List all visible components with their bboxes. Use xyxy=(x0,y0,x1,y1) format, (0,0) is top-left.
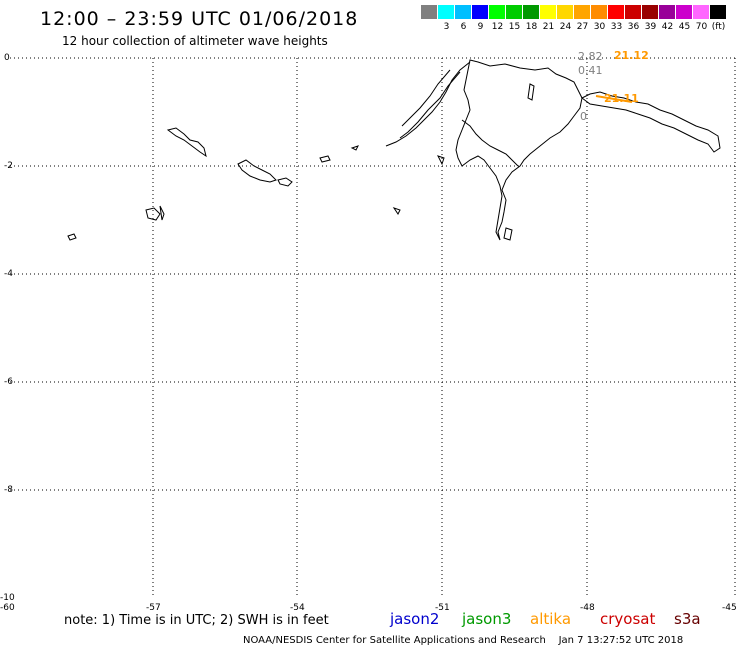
coastline-island-1 xyxy=(166,127,207,158)
y-axis-label-4: -8 xyxy=(4,485,13,495)
scale-label: 33 xyxy=(610,22,623,32)
color-swatch xyxy=(438,5,455,19)
color-scale-labels: 3 6 9 12 15 18 21 24 27 30 33 36 39 42 45 70 (ft) xyxy=(421,22,727,32)
coastline-west-rivers-2 xyxy=(399,71,461,139)
coastline-island-7 xyxy=(319,155,331,163)
scale-label: 12 xyxy=(491,22,504,32)
scale-label: 70 xyxy=(695,22,708,32)
scale-label: 24 xyxy=(559,22,572,32)
coastline-island-8 xyxy=(392,207,401,215)
scale-label: 36 xyxy=(627,22,640,32)
x-axis-label-2: -54 xyxy=(290,603,305,613)
coastline-island-5 xyxy=(159,205,165,221)
y-axis-label-1: -2 xyxy=(4,161,13,171)
legend-jason2: jason2 xyxy=(390,610,440,628)
legend-cryosat: cryosat xyxy=(600,610,656,628)
coastline-island-6 xyxy=(67,233,77,241)
reading-5: 0 xyxy=(580,110,587,123)
color-swatch xyxy=(489,5,506,19)
coastlines xyxy=(67,59,721,241)
footer-credit: NOAA/NESDIS Center for Satellite Applica… xyxy=(243,635,683,646)
coastline-west-rivers-3 xyxy=(401,69,451,127)
x-axis-label-5: -45 xyxy=(722,603,737,613)
x-axis-label-4: -48 xyxy=(580,603,595,613)
color-swatch xyxy=(676,5,693,19)
scale-label: 27 xyxy=(576,22,589,32)
legend-s3a: s3a xyxy=(674,610,701,628)
reading-4: 21.11 xyxy=(604,92,639,105)
altimeter-track xyxy=(595,95,633,103)
y-axis-label-2: -4 xyxy=(4,269,13,279)
reading-2: 21.12 xyxy=(614,49,649,62)
coastline-lake xyxy=(527,83,535,101)
reading-3: 0.41 xyxy=(578,64,603,77)
altika-track-segment xyxy=(595,95,633,103)
color-swatch xyxy=(506,5,523,19)
color-swatch xyxy=(591,5,608,19)
scale-label: 18 xyxy=(525,22,538,32)
scale-unit: (ft) xyxy=(711,22,726,32)
x-axis-label-0: -60 xyxy=(0,603,15,613)
color-swatch xyxy=(710,5,727,19)
coastline-delta xyxy=(461,119,519,167)
coastline-island-9 xyxy=(350,145,359,151)
coastline-island-4 xyxy=(145,207,161,221)
grid-lines xyxy=(10,57,736,598)
color-swatch xyxy=(642,5,659,19)
coastline-island-3 xyxy=(277,177,293,187)
y-axis-label-0: 0 xyxy=(4,53,10,63)
scale-label: 21 xyxy=(542,22,555,32)
coastline-island-2 xyxy=(237,159,277,183)
color-swatch xyxy=(557,5,574,19)
scale-label: 3 xyxy=(443,22,450,32)
coastline-island-11 xyxy=(437,155,445,166)
scale-label: 45 xyxy=(678,22,691,32)
coastline-east-arm xyxy=(581,91,721,153)
color-swatch xyxy=(574,5,591,19)
x-axis-label-1: -57 xyxy=(146,603,161,613)
reading-1: 2.82 xyxy=(578,50,603,63)
color-swatch xyxy=(693,5,710,19)
color-swatch xyxy=(659,5,676,19)
footer-timestamp: Jan 7 13:27:52 UTC 2018 xyxy=(558,635,684,646)
scale-label: 15 xyxy=(508,22,521,32)
color-swatch xyxy=(540,5,557,19)
legend-jason3: jason3 xyxy=(462,610,512,628)
y-axis-label-3: -6 xyxy=(4,377,13,387)
color-swatch xyxy=(455,5,472,19)
color-swatch xyxy=(421,5,438,19)
scale-label: 42 xyxy=(661,22,674,32)
scale-label: 6 xyxy=(460,22,467,32)
coastline-main-landmass xyxy=(455,59,583,241)
color-swatch xyxy=(523,5,540,19)
scale-label: 39 xyxy=(644,22,657,32)
footer-credit-text: NOAA/NESDIS Center for Satellite Applica… xyxy=(243,635,546,646)
note-text: note: 1) Time is in UTC; 2) SWH is in fe… xyxy=(64,613,329,628)
scale-label: 30 xyxy=(593,22,606,32)
color-swatch xyxy=(608,5,625,19)
legend-altika: altika xyxy=(530,610,572,628)
coastline-west-rivers xyxy=(385,61,471,147)
page-subtitle: 12 hour collection of altimeter wave hei… xyxy=(62,34,328,48)
color-scale-bar xyxy=(421,5,727,19)
color-swatch xyxy=(472,5,489,19)
y-axis-label-5: -10 xyxy=(0,593,15,603)
color-swatch xyxy=(625,5,642,19)
coastline-island-10 xyxy=(503,227,513,241)
x-axis-label-3: -51 xyxy=(435,603,450,613)
scale-label: 9 xyxy=(477,22,484,32)
page-title: 12:00 – 23:59 UTC 01/06/2018 xyxy=(40,8,359,30)
